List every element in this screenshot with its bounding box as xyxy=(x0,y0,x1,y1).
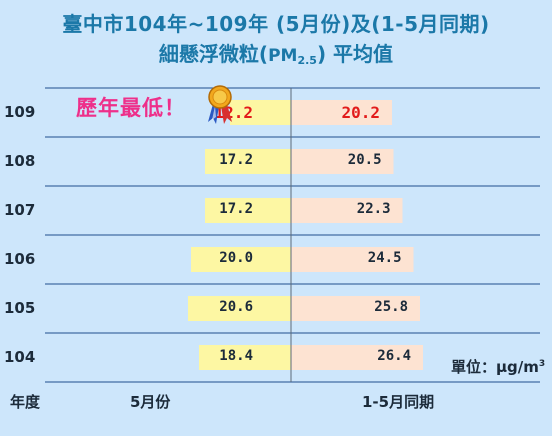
year-tick-label: 106 xyxy=(4,249,36,268)
bar-jan-may-106 xyxy=(291,247,414,272)
value-label-jan-may: 20.5 xyxy=(347,151,382,168)
legend-may: 5月份 xyxy=(130,393,171,411)
bar-may-108 xyxy=(205,149,291,174)
subtitle-prefix: 細懸浮微粒( xyxy=(158,42,269,66)
lowest-ever-annotation: 歷年最低！ xyxy=(76,96,186,120)
value-label-may: 17.2 xyxy=(219,151,253,168)
year-tick-label: 108 xyxy=(4,151,36,170)
unit-label: 單位：μg/m3 xyxy=(451,356,545,377)
value-label-jan-may: 25.8 xyxy=(374,298,408,315)
chart-subtitle: 細懸浮微粒(PM2.5) 平均值 xyxy=(0,38,552,67)
bar-may-107 xyxy=(205,198,291,223)
subtitle-pm: PM xyxy=(268,46,298,66)
year-tick-label: 104 xyxy=(4,347,36,366)
bar-jan-may-105 xyxy=(291,296,420,321)
bar-jan-may-104 xyxy=(291,345,423,370)
bar-jan-may-109 xyxy=(291,100,392,125)
unit-text: 單位：μg/m xyxy=(451,358,539,376)
value-label-may: 17.2 xyxy=(219,200,253,217)
bar-may-109 xyxy=(230,100,291,125)
subtitle-suffix: ) 平均值 xyxy=(316,42,394,66)
medal-icon xyxy=(208,85,232,124)
bar-may-105 xyxy=(188,296,291,321)
value-label-may: 20.0 xyxy=(219,249,253,266)
unit-sup: 3 xyxy=(538,359,546,369)
subtitle-pm-sub: 2.5 xyxy=(297,54,317,67)
value-label-may: 18.4 xyxy=(219,347,253,364)
year-tick-label: 107 xyxy=(4,200,36,219)
bar-jan-may-108 xyxy=(291,149,394,174)
year-tick-label: 109 xyxy=(4,102,36,121)
value-label-jan-may: 26.4 xyxy=(377,347,411,364)
value-label-jan-may: 20.2 xyxy=(341,102,380,122)
bar-jan-may-107 xyxy=(291,198,403,223)
axis-label-year: 年度 xyxy=(10,393,41,411)
value-label-may: 20.6 xyxy=(219,298,253,315)
value-label-jan-may: 22.3 xyxy=(356,200,391,217)
chart-title: 臺中市104年~109年 (5月份)及(1-5月同期) xyxy=(62,12,490,36)
year-tick-label: 105 xyxy=(4,298,36,317)
legend-jan-may: 1-5月同期 xyxy=(362,393,435,411)
value-label-jan-may: 24.5 xyxy=(367,249,402,266)
bar-may-104 xyxy=(199,345,291,370)
bar-may-106 xyxy=(191,247,291,272)
